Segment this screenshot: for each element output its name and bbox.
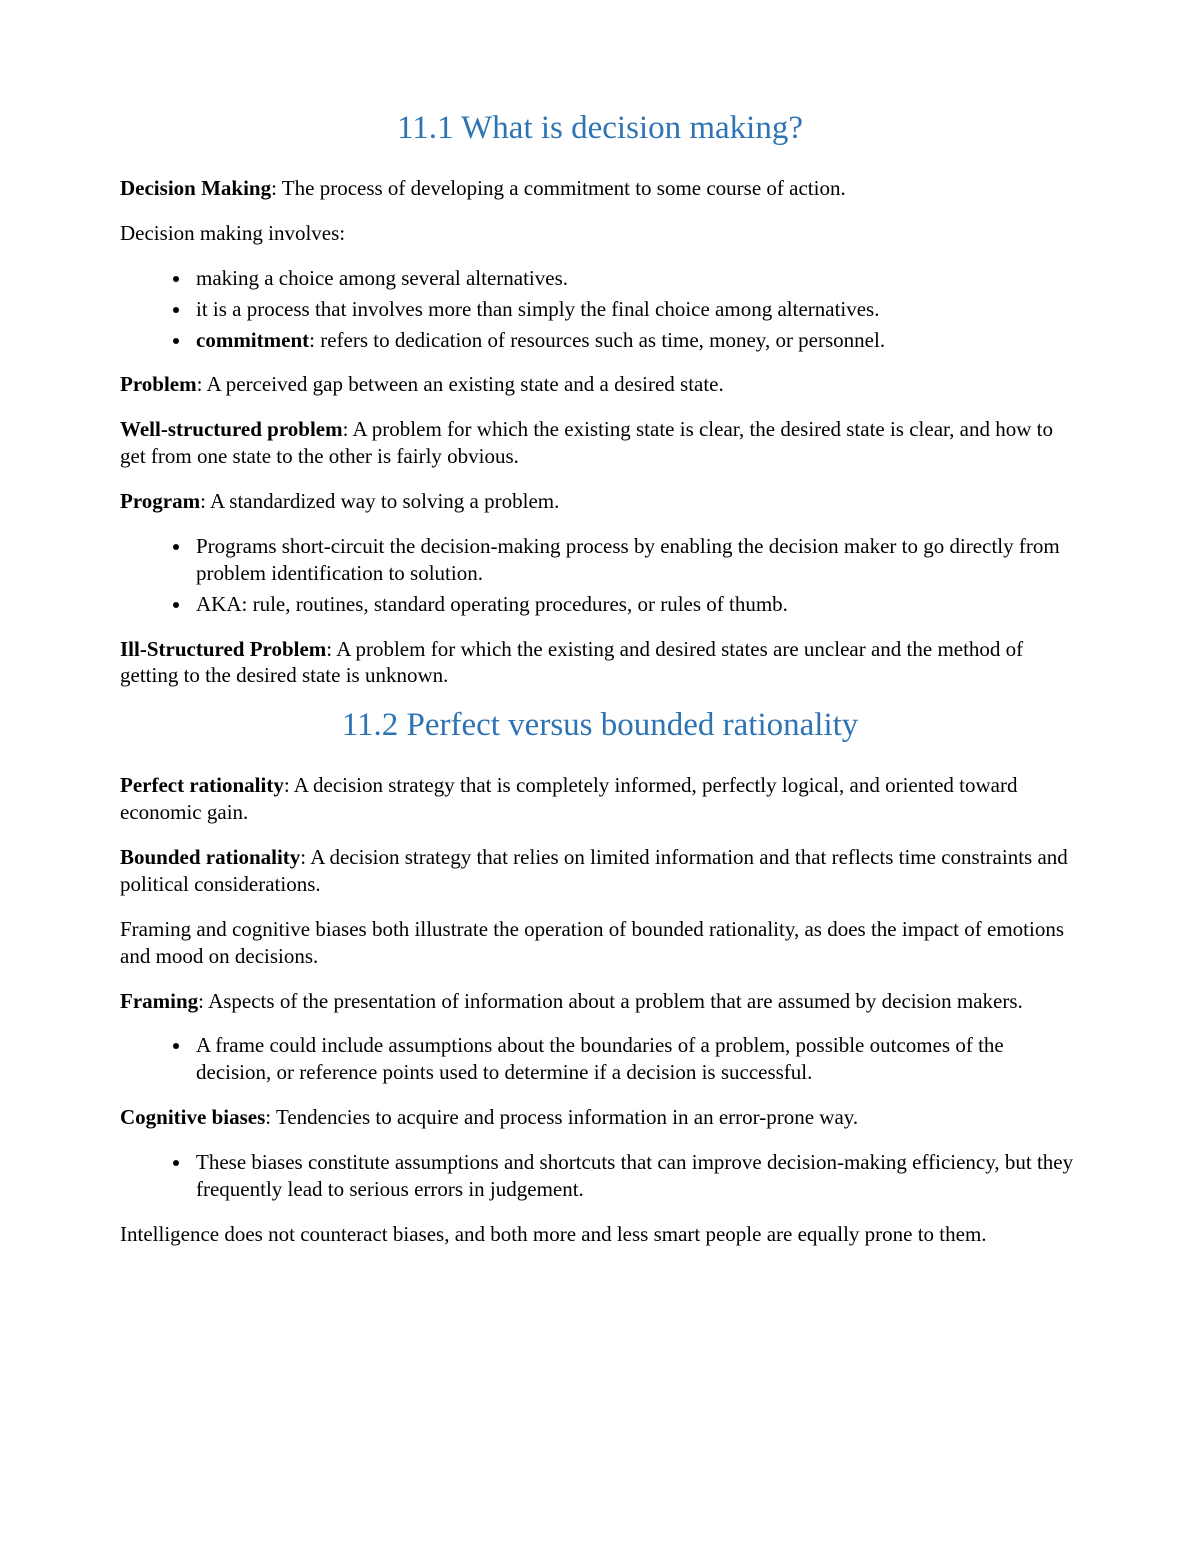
term-framing: Framing	[120, 989, 198, 1013]
term-program: Program	[120, 489, 200, 513]
term-problem: Problem	[120, 372, 197, 396]
paragraph-involves: Decision making involves:	[120, 220, 1080, 247]
list-cognitive-biases-details: These biases constitute assumptions and …	[120, 1149, 1080, 1203]
text-span: : refers to dedication of resources such…	[309, 328, 885, 352]
term-bounded-rationality: Bounded rationality	[120, 845, 300, 869]
list-item: These biases constitute assumptions and …	[192, 1149, 1080, 1203]
term-well-structured-problem: Well-structured problem	[120, 417, 343, 441]
definition-decision-making: Decision Making: The process of developi…	[120, 175, 1080, 202]
term-commitment: commitment	[196, 328, 309, 352]
term-ill-structured-problem: Ill-Structured Problem	[120, 637, 326, 661]
text-span: : Tendencies to acquire and process info…	[265, 1105, 858, 1129]
definition-well-structured-problem: Well-structured problem: A problem for w…	[120, 416, 1080, 470]
text-span: : Aspects of the presentation of informa…	[198, 989, 1023, 1013]
definition-bounded-rationality: Bounded rationality: A decision strategy…	[120, 844, 1080, 898]
definition-perfect-rationality: Perfect rationality: A decision strategy…	[120, 772, 1080, 826]
list-program-details: Programs short-circuit the decision-maki…	[120, 533, 1080, 618]
term-perfect-rationality: Perfect rationality	[120, 773, 284, 797]
document-page: 11.1 What is decision making? Decision M…	[0, 0, 1200, 1553]
paragraph-intelligence-biases: Intelligence does not counteract biases,…	[120, 1221, 1080, 1248]
definition-ill-structured-problem: Ill-Structured Problem: A problem for wh…	[120, 636, 1080, 690]
list-item: making a choice among several alternativ…	[192, 265, 1080, 292]
term-cognitive-biases: Cognitive biases	[120, 1105, 265, 1129]
definition-cognitive-biases: Cognitive biases: Tendencies to acquire …	[120, 1104, 1080, 1131]
list-item: it is a process that involves more than …	[192, 296, 1080, 323]
definition-framing: Framing: Aspects of the presentation of …	[120, 988, 1080, 1015]
list-item: commitment: refers to dedication of reso…	[192, 327, 1080, 354]
text-span: : A standardized way to solving a proble…	[200, 489, 559, 513]
list-item: A frame could include assumptions about …	[192, 1032, 1080, 1086]
paragraph-framing-biases: Framing and cognitive biases both illust…	[120, 916, 1080, 970]
list-framing-details: A frame could include assumptions about …	[120, 1032, 1080, 1086]
text-span: : The process of developing a commitment…	[271, 176, 846, 200]
definition-problem: Problem: A perceived gap between an exis…	[120, 371, 1080, 398]
list-item: Programs short-circuit the decision-maki…	[192, 533, 1080, 587]
list-item: AKA: rule, routines, standard operating …	[192, 591, 1080, 618]
term-decision-making: Decision Making	[120, 176, 271, 200]
section-heading-11-1: 11.1 What is decision making?	[120, 110, 1080, 147]
text-span: : A perceived gap between an existing st…	[197, 372, 724, 396]
section-heading-11-2: 11.2 Perfect versus bounded rationality	[120, 707, 1080, 744]
list-decision-making-involves: making a choice among several alternativ…	[120, 265, 1080, 354]
definition-program: Program: A standardized way to solving a…	[120, 488, 1080, 515]
